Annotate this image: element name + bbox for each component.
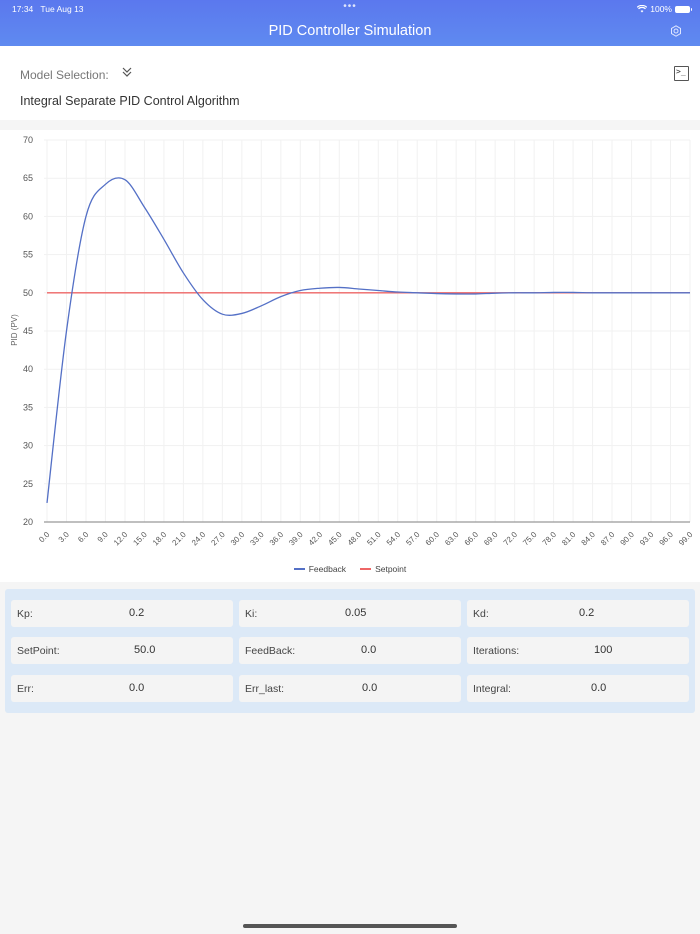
param-integral: Integral: 0.0 xyxy=(467,675,689,702)
svg-text:21.0: 21.0 xyxy=(170,530,188,548)
svg-text:35: 35 xyxy=(23,402,33,412)
svg-text:25: 25 xyxy=(23,479,33,489)
svg-text:27.0: 27.0 xyxy=(209,530,227,548)
svg-text:96.0: 96.0 xyxy=(658,530,676,548)
svg-text:69.0: 69.0 xyxy=(482,530,500,548)
svg-text:9.0: 9.0 xyxy=(96,530,111,545)
svg-text:0.0: 0.0 xyxy=(37,530,52,545)
svg-text:60.0: 60.0 xyxy=(424,530,442,548)
svg-text:45.0: 45.0 xyxy=(326,530,344,548)
svg-text:3.0: 3.0 xyxy=(57,530,72,545)
svg-text:87.0: 87.0 xyxy=(599,530,617,548)
svg-text:48.0: 48.0 xyxy=(346,530,364,548)
app-header: 17:34 Tue Aug 13 ••• 100% PID Controller… xyxy=(0,0,700,46)
svg-text:PID (PV): PID (PV) xyxy=(10,314,19,346)
selected-model[interactable]: Integral Separate PID Control Algorithm xyxy=(20,94,240,108)
param-err-last: Err_last: 0.0 xyxy=(239,675,461,702)
gear-icon[interactable] xyxy=(670,25,682,37)
chart-legend: Feedback Setpoint xyxy=(0,564,700,574)
svg-text:20: 20 xyxy=(23,517,33,527)
svg-text:81.0: 81.0 xyxy=(560,530,578,548)
svg-text:78.0: 78.0 xyxy=(541,530,559,548)
svg-text:45: 45 xyxy=(23,326,33,336)
svg-text:93.0: 93.0 xyxy=(638,530,656,548)
model-selection-label: Model Selection: xyxy=(20,68,109,82)
status-right: 100% xyxy=(637,4,692,14)
legend-feedback[interactable]: Feedback xyxy=(293,564,346,574)
param-ki: Ki: 0.05 xyxy=(239,600,461,627)
svg-text:30: 30 xyxy=(23,441,33,451)
svg-text:99.0: 99.0 xyxy=(677,530,695,548)
svg-text:70: 70 xyxy=(23,135,33,145)
param-feedback: FeedBack: 0.0 xyxy=(239,637,461,664)
svg-text:60: 60 xyxy=(23,211,33,221)
line-chart: 20 25 30 35 40 45 50 55 60 65 70 0.0 3.0 6.0 9.0 12.0 15… xyxy=(10,135,695,548)
svg-text:66.0: 66.0 xyxy=(463,530,481,548)
terminal-icon[interactable]: >_ xyxy=(674,66,689,81)
chart-panel: 20 25 30 35 40 45 50 55 60 65 70 0.0 3.0 6.0 9.0 12.0 15… xyxy=(0,130,700,582)
svg-text:75.0: 75.0 xyxy=(521,530,539,548)
parameters-panel: Kp: 0.2 Ki: 0.05 Kd: 0.2 SetPoint: 50.0 Feed… xyxy=(5,589,695,713)
svg-text:40: 40 xyxy=(23,364,33,374)
wifi-icon xyxy=(637,5,648,13)
svg-text:50: 50 xyxy=(23,288,33,298)
svg-text:63.0: 63.0 xyxy=(443,530,461,548)
svg-text:39.0: 39.0 xyxy=(287,530,305,548)
page-title: PID Controller Simulation xyxy=(268,23,432,39)
svg-text:65: 65 xyxy=(23,173,33,183)
svg-text:90.0: 90.0 xyxy=(619,530,637,548)
svg-text:30.0: 30.0 xyxy=(229,530,247,548)
battery-percent: 100% xyxy=(650,4,672,14)
svg-text:36.0: 36.0 xyxy=(268,530,286,548)
param-kp: Kp: 0.2 xyxy=(11,600,233,627)
svg-text:55: 55 xyxy=(23,250,33,260)
status-bar: 17:34 Tue Aug 13 ••• 100% xyxy=(0,1,700,15)
svg-text:33.0: 33.0 xyxy=(248,530,266,548)
double-chevron-down-icon[interactable] xyxy=(121,66,133,81)
svg-text:84.0: 84.0 xyxy=(580,530,598,548)
param-kd: Kd: 0.2 xyxy=(467,600,689,627)
svg-text:57.0: 57.0 xyxy=(404,530,422,548)
multitask-dots[interactable]: ••• xyxy=(343,1,357,12)
legend-setpoint[interactable]: Setpoint xyxy=(360,564,406,574)
svg-text:18.0: 18.0 xyxy=(151,530,169,548)
battery-icon xyxy=(675,5,692,13)
svg-text:54.0: 54.0 xyxy=(385,530,403,548)
feedback-line xyxy=(46,177,690,503)
svg-text:12.0: 12.0 xyxy=(112,530,130,548)
svg-text:72.0: 72.0 xyxy=(502,530,520,548)
param-setpoint: SetPoint: 50.0 xyxy=(11,637,233,664)
model-selection-panel: Model Selection: Integral Separate PID C… xyxy=(0,46,700,120)
svg-text:6.0: 6.0 xyxy=(76,530,91,545)
param-iterations: Iterations: 100 xyxy=(467,637,689,664)
status-time: 17:34 Tue Aug 13 xyxy=(12,4,84,14)
svg-text:24.0: 24.0 xyxy=(190,530,208,548)
svg-text:15.0: 15.0 xyxy=(131,530,149,548)
param-err: Err: 0.0 xyxy=(11,675,233,702)
svg-text:51.0: 51.0 xyxy=(365,530,383,548)
home-indicator[interactable] xyxy=(243,924,457,928)
svg-text:42.0: 42.0 xyxy=(307,530,325,548)
